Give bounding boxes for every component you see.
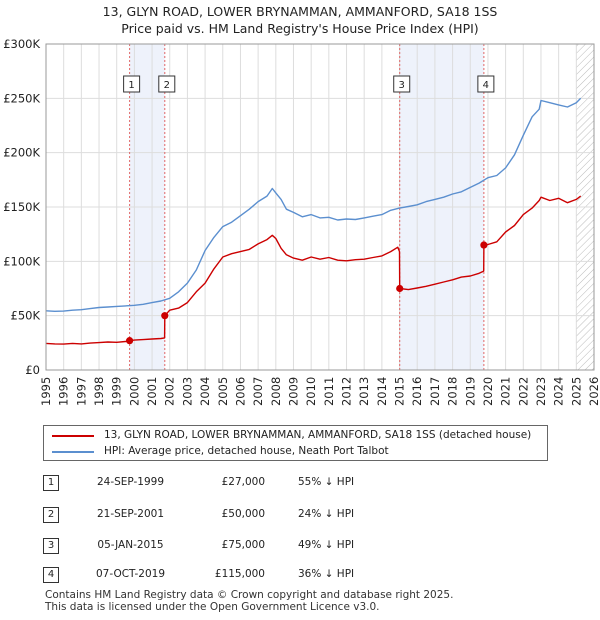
x-tick-label: 2020 xyxy=(481,377,495,406)
y-tick-label: £200K xyxy=(3,146,40,160)
x-tick-label: 1997 xyxy=(74,377,88,406)
x-tick-label: 2002 xyxy=(163,377,177,406)
x-tick-label: 2026 xyxy=(587,377,600,406)
x-tick-label: 2004 xyxy=(198,377,212,406)
x-tick-label: 2018 xyxy=(446,377,460,406)
property-price-line xyxy=(46,195,582,345)
sale-label: 3 xyxy=(399,80,405,91)
x-tick-label: 1999 xyxy=(110,377,124,406)
sale-row: 1 24-SEP-1999 £27,000 55% ↓ HPI xyxy=(43,474,563,492)
sale-label: 4 xyxy=(483,80,489,91)
x-tick-label: 2013 xyxy=(357,377,371,406)
sale-point xyxy=(396,284,404,293)
x-tick-label: 1996 xyxy=(57,377,71,406)
x-tick-label: 2019 xyxy=(463,377,477,406)
y-tick-label: £50K xyxy=(11,309,41,323)
x-tick-label: 1998 xyxy=(92,377,106,406)
x-tick-label: 2022 xyxy=(516,377,530,406)
footer-line-2: This data is licensed under the Open Gov… xyxy=(45,601,380,613)
x-tick-label: 2011 xyxy=(322,377,336,406)
chart-title: 13, GLYN ROAD, LOWER BRYNAMMAN, AMMANFOR… xyxy=(0,3,600,37)
legend-swatch-hpi xyxy=(52,451,94,453)
x-tick-label: 2005 xyxy=(216,377,230,406)
sale-date: 21-SEP-2001 xyxy=(96,508,165,520)
sale-hpi-diff: 24% ↓ HPI xyxy=(298,508,355,520)
x-tick-label: 2010 xyxy=(304,377,318,406)
sale-row: 3 05-JAN-2015 £75,000 49% ↓ HPI xyxy=(43,537,563,555)
plot-frame xyxy=(45,43,595,371)
sale-number-badge: 3 xyxy=(43,538,59,554)
sale-point xyxy=(480,241,488,249)
x-tick-label: 2009 xyxy=(286,377,300,406)
legend: 13, GLYN ROAD, LOWER BRYNAMMAN, AMMANFOR… xyxy=(43,425,548,461)
x-tick-label: 2008 xyxy=(269,377,283,406)
hpi-line xyxy=(46,97,582,312)
x-tick-label: 2014 xyxy=(375,377,389,406)
x-tick-label: 2003 xyxy=(180,377,194,406)
x-tick-label: 2000 xyxy=(127,377,141,406)
y-tick-label: £100K xyxy=(3,254,40,268)
x-tick-label: 2024 xyxy=(552,377,566,406)
x-tick-label: 2015 xyxy=(393,377,407,406)
legend-label-property: 13, GLYN ROAD, LOWER BRYNAMMAN, AMMANFOR… xyxy=(104,429,532,441)
y-tick-label: £250K xyxy=(3,91,40,105)
sale-row: 2 21-SEP-2001 £50,000 24% ↓ HPI xyxy=(43,506,563,524)
title-line-2: Price paid vs. HM Land Registry's House … xyxy=(121,21,479,36)
sale-label-box xyxy=(158,75,176,93)
x-tick-label: 2016 xyxy=(410,377,424,406)
footer-line-1: Contains HM Land Registry data © Crown c… xyxy=(45,589,454,601)
sale-label-box xyxy=(123,75,141,93)
x-tick-label: 1995 xyxy=(39,377,53,406)
x-tick-label: 2001 xyxy=(145,377,159,406)
sale-hpi-diff: 36% ↓ HPI xyxy=(298,568,355,580)
sale-price: £75,000 xyxy=(221,539,265,551)
x-tick-label: 2012 xyxy=(340,377,354,406)
sale-number-badge: 2 xyxy=(43,507,59,523)
sale-price: £115,000 xyxy=(214,568,265,580)
sale-date: 05-JAN-2015 xyxy=(97,539,164,551)
x-tick-label: 2021 xyxy=(499,377,513,406)
sale-number-badge: 4 xyxy=(43,567,59,583)
sale-point xyxy=(126,337,134,345)
sale-hpi-diff: 55% ↓ HPI xyxy=(298,476,355,488)
sale-point xyxy=(161,312,169,320)
sale-date: 24-SEP-1999 xyxy=(96,476,165,488)
price-chart: 1 2 3 4 £0 £50K £100K £150K £200K £250K £300K 1995… xyxy=(3,37,600,406)
sale-date: 07-OCT-2019 xyxy=(96,568,165,580)
x-tick-label: 2023 xyxy=(534,377,548,406)
x-tick-label: 2017 xyxy=(428,377,442,406)
legend-swatch-property xyxy=(52,435,94,437)
title-line-1: 13, GLYN ROAD, LOWER BRYNAMMAN, AMMANFOR… xyxy=(102,4,498,19)
sale-price: £27,000 xyxy=(221,476,265,488)
x-tick-label: 2007 xyxy=(251,377,265,406)
x-tick-label: 2006 xyxy=(233,377,247,406)
y-tick-label: £300K xyxy=(3,37,40,51)
sale-row: 4 07-OCT-2019 £115,000 36% ↓ HPI xyxy=(43,566,563,584)
sale-number-badge: 1 xyxy=(43,475,59,491)
x-tick-label: 2025 xyxy=(569,377,583,406)
y-tick-label: £150K xyxy=(3,200,40,214)
sale-label-box xyxy=(477,75,495,93)
footer: Contains HM Land Registry data © Crown c… xyxy=(45,589,453,613)
sale-price: £50,000 xyxy=(221,508,265,520)
legend-label-hpi: HPI: Average price, detached house, Neat… xyxy=(104,445,389,457)
sale-label-box xyxy=(393,75,411,93)
sale-hpi-diff: 49% ↓ HPI xyxy=(298,539,355,551)
sale-label: 1 xyxy=(128,80,134,91)
sale-label: 2 xyxy=(164,80,170,91)
y-tick-label: £0 xyxy=(25,363,40,377)
